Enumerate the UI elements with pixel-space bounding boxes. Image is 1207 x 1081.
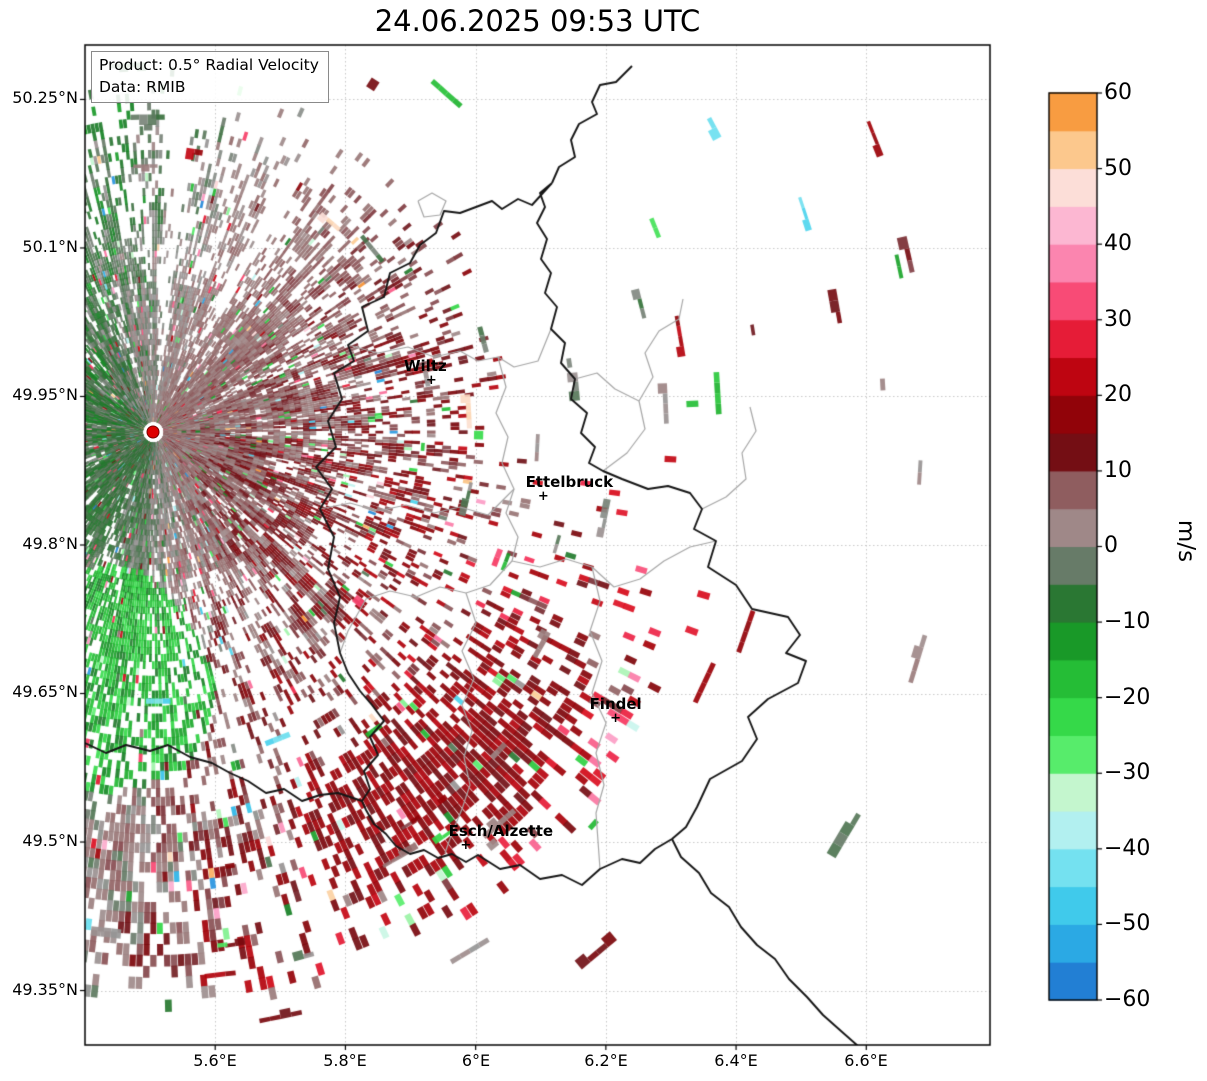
colorbar-tick-m50: −50 xyxy=(1104,911,1151,936)
product-info-box: Product: 0.5° Radial Velocity Data: RMIB xyxy=(91,51,329,103)
colorbar-tick-30: 30 xyxy=(1104,307,1132,332)
colorbar-tick-m20: −20 xyxy=(1104,685,1151,710)
y-tick-label-6: 49.35°N xyxy=(12,980,78,999)
colorbar-tick-60: 60 xyxy=(1104,80,1132,105)
city-marker-ettelbruck: + xyxy=(537,489,549,505)
colorbar-tick-40: 40 xyxy=(1104,231,1132,256)
colorbar-tick-m30: −30 xyxy=(1104,760,1151,785)
x-tick-label-4: 6.4°E xyxy=(714,1051,758,1070)
x-tick-label-5: 6.6°E xyxy=(844,1051,888,1070)
chart-title: 24.06.2025 09:53 UTC xyxy=(374,4,701,38)
x-tick-label-1: 5.8°E xyxy=(323,1051,367,1070)
city-marker-wiltz: + xyxy=(425,372,437,388)
y-tick-label-5: 49.5°N xyxy=(22,831,78,850)
x-tick-label-0: 5.6°E xyxy=(193,1051,237,1070)
colorbar-tick-m40: −40 xyxy=(1104,836,1151,861)
y-tick-label-1: 50.1°N xyxy=(22,237,78,256)
x-tick-label-3: 6.2°E xyxy=(584,1051,628,1070)
colorbar-tick-m60: −60 xyxy=(1104,987,1151,1012)
colorbar-tick-50: 50 xyxy=(1104,156,1132,181)
y-tick-label-0: 50.25°N xyxy=(12,88,78,107)
city-label-ettelbruck: Ettelbruck xyxy=(525,473,614,492)
y-tick-label-3: 49.8°N xyxy=(22,534,78,553)
city-label-findel: Findel xyxy=(589,695,642,714)
colorbar-unit-label: m/s xyxy=(1173,519,1199,563)
city-label-wiltz: Wiltz xyxy=(403,356,447,375)
radar-site-marker xyxy=(146,425,160,439)
city-marker-esch-alzette: + xyxy=(460,837,472,853)
colorbar-tick-m10: −10 xyxy=(1104,609,1151,634)
x-tick-label-2: 6°E xyxy=(461,1051,491,1070)
city-marker-findel: + xyxy=(610,711,622,726)
colorbar-tick-0: 0 xyxy=(1104,533,1118,558)
data-source-line: Data: RMIB xyxy=(99,78,186,96)
y-tick-label-4: 49.65°N xyxy=(12,682,78,701)
product-line: Product: 0.5° Radial Velocity xyxy=(99,56,319,74)
y-tick-label-2: 49.95°N xyxy=(12,385,78,404)
city-label-esch-alzette: Esch/Alzette xyxy=(448,821,554,840)
colorbar-tick-10: 10 xyxy=(1104,458,1132,483)
colorbar-tick-20: 20 xyxy=(1104,382,1132,407)
